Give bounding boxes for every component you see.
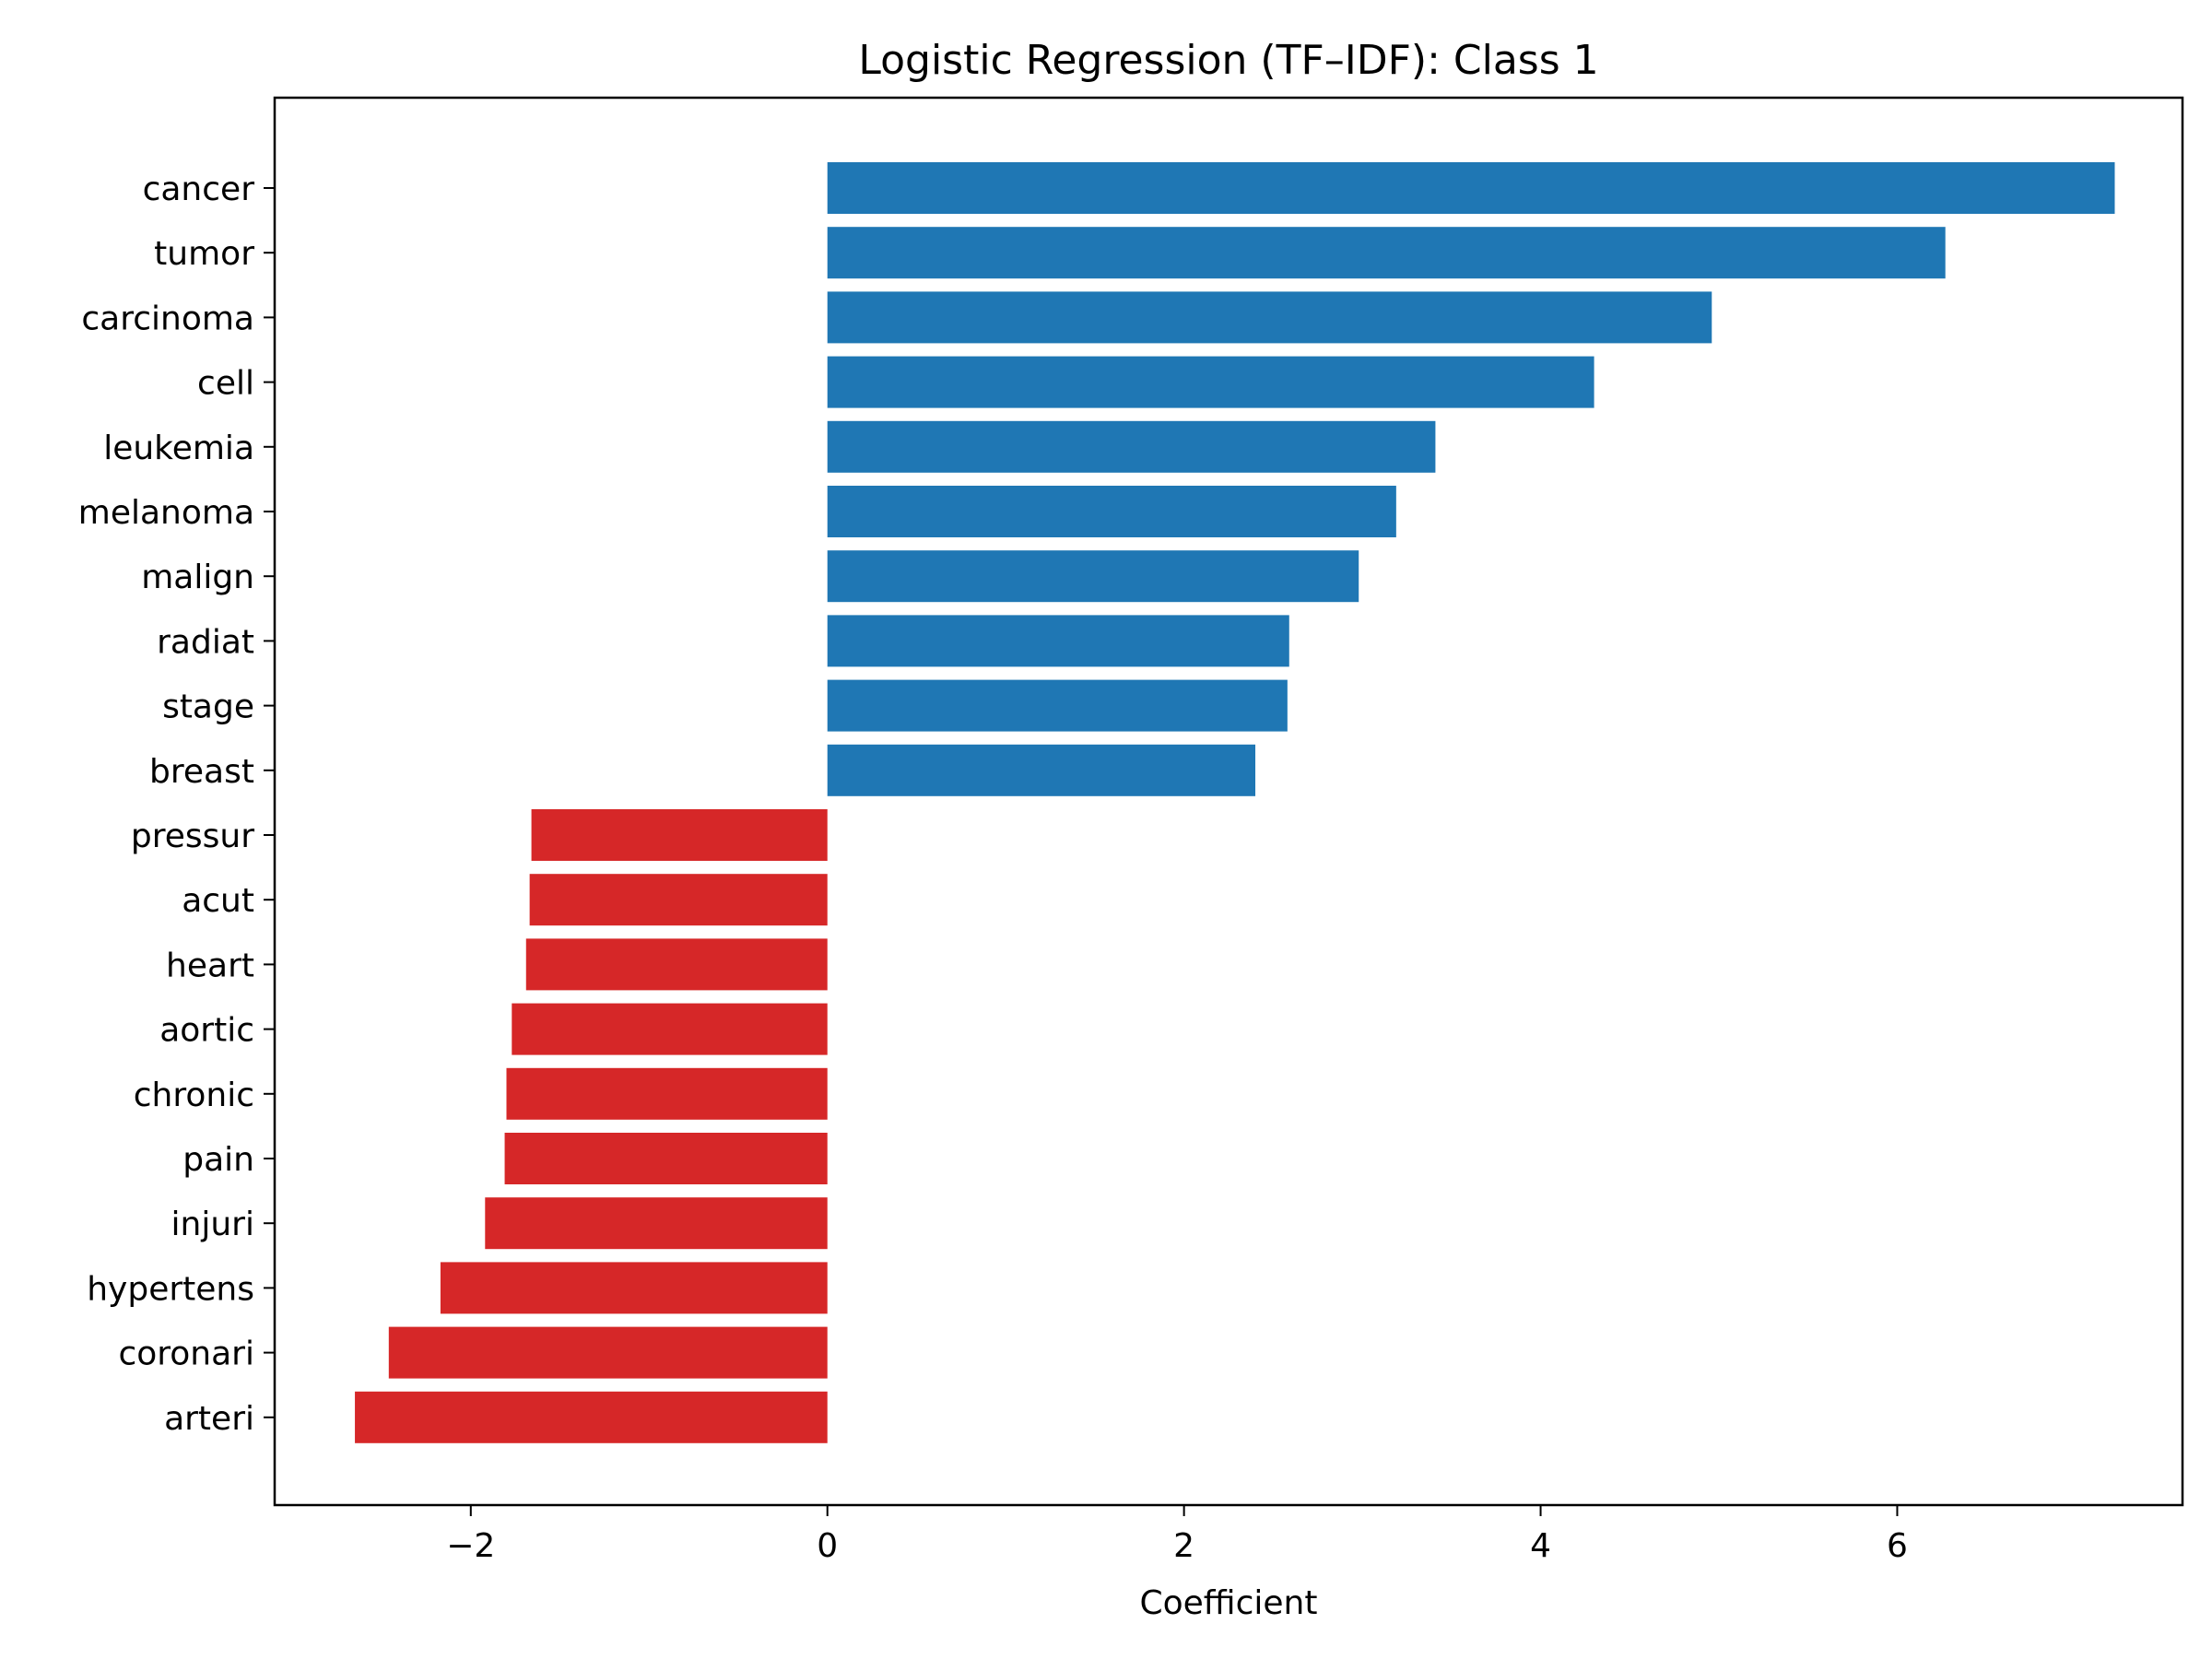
y-tick-label-carcinoma: carcinoma — [81, 300, 254, 337]
x-tick-label: 6 — [1887, 1527, 1908, 1565]
y-tick-label-pain: pain — [182, 1141, 254, 1179]
bar-tumor — [827, 227, 1946, 279]
bar-leukemia — [827, 420, 1436, 473]
plot-area-frame — [273, 96, 2184, 1507]
x-tick-label: 4 — [1530, 1527, 1551, 1565]
bar-stage — [827, 679, 1288, 732]
y-tick-label-chronic: chronic — [134, 1077, 254, 1114]
bar-aortic — [512, 1003, 828, 1055]
y-tick-label-injuri: injuri — [171, 1206, 254, 1243]
bars-layer — [355, 162, 2115, 1443]
bar-arteri — [355, 1391, 828, 1443]
x-axis-label: Coefficient — [1140, 1584, 1318, 1622]
x-tick-label: −2 — [446, 1527, 495, 1565]
bar-malign — [827, 550, 1359, 603]
x-tick-label: 0 — [817, 1527, 838, 1565]
x-axis-ticks: −2 0 2 4 6 — [446, 1505, 1908, 1565]
y-axis-ticks: cancer tumor carcinoma cell leukemia melanoma… — [78, 171, 275, 1438]
chart-title: Logistic Regression (TF–IDF): Class 1 — [858, 37, 1598, 84]
bar-heart — [525, 938, 828, 991]
y-tick-label-tumor: tumor — [154, 235, 254, 273]
bar-pressur — [531, 809, 828, 861]
bar-pain — [504, 1133, 828, 1184]
bar-breast — [827, 744, 1256, 796]
y-tick-label-cell: cell — [197, 365, 254, 403]
y-tick-label-melanoma: melanoma — [78, 494, 254, 532]
y-tick-label-cancer: cancer — [143, 171, 255, 208]
y-tick-label-leukemia: leukemia — [103, 429, 254, 467]
y-tick-label-malign: malign — [141, 559, 254, 596]
y-tick-label-breast: breast — [149, 753, 254, 791]
y-tick-label-coronari: coronari — [118, 1335, 254, 1373]
y-tick-label-arteri: arteri — [164, 1400, 254, 1438]
y-tick-label-stage: stage — [162, 688, 254, 726]
bar-carcinoma — [827, 291, 1712, 344]
bar-chronic — [506, 1067, 828, 1120]
bar-radiat — [827, 615, 1289, 667]
y-tick-label-pressur: pressur — [131, 818, 254, 855]
bar-cell — [827, 356, 1594, 408]
bar-injuri — [485, 1197, 828, 1250]
bar-hypertens — [440, 1262, 828, 1314]
bar-coronari — [388, 1326, 828, 1379]
y-tick-label-radiat: radiat — [157, 623, 254, 661]
bar-melanoma — [827, 486, 1396, 537]
y-tick-label-acut: acut — [182, 882, 254, 920]
bar-acut — [529, 874, 828, 926]
y-tick-label-hypertens: hypertens — [87, 1270, 254, 1308]
y-tick-label-aortic: aortic — [159, 1012, 254, 1050]
y-tick-label-heart: heart — [166, 947, 254, 984]
x-tick-label: 2 — [1173, 1527, 1194, 1565]
bar-cancer — [827, 162, 2115, 214]
